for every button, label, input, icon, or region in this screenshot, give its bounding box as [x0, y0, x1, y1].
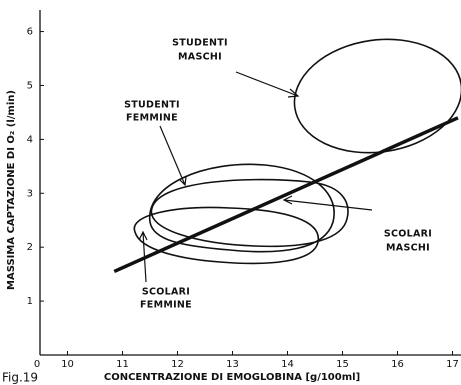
annotation: SCOLARI — [142, 287, 190, 298]
arrow — [159, 125, 187, 187]
y-tick-label: 1 — [27, 296, 33, 307]
x-origin-label: 0 — [34, 359, 40, 370]
x-tick-label: 14 — [281, 359, 294, 370]
annotation: MASCHI — [178, 52, 222, 63]
y-tick-label: 2 — [27, 242, 33, 253]
y-tick-label: 4 — [27, 134, 33, 145]
x-tick-label: 16 — [391, 359, 404, 370]
y-axis-title: MASSIMA CAPTAZIONE DI O₂ (l/min) — [6, 90, 17, 290]
group-loop — [133, 206, 320, 265]
y-tick-label: 6 — [27, 27, 33, 38]
annotation: MASCHI — [386, 243, 430, 254]
x-tick-label: 12 — [171, 359, 184, 370]
annotation: STUDENTI — [172, 38, 228, 49]
y-tick-label: 3 — [27, 188, 33, 199]
annotation: FEMMINE — [126, 113, 178, 124]
x-tick-label: 15 — [336, 359, 349, 370]
x-tick-label: 17 — [446, 359, 459, 370]
y-tick-label: 5 — [27, 80, 33, 91]
figure-label: Fig.19 — [2, 371, 38, 385]
x-tick-label: 13 — [226, 359, 239, 370]
annotation: FEMMINE — [140, 300, 192, 311]
x-axis-title: CONCENTRAZIONE DI EMOGLOBINA [g/100ml] — [104, 372, 360, 383]
regression-line — [113, 116, 459, 274]
annotation: SCOLARI — [384, 229, 432, 240]
annotation: STUDENTI — [124, 100, 180, 111]
group-loop — [150, 178, 349, 248]
x-tick-label: 11 — [116, 359, 129, 370]
group-loop — [149, 163, 335, 253]
arrow — [235, 71, 300, 98]
arrow — [282, 195, 373, 211]
x-tick-label: 10 — [61, 359, 74, 370]
group-loop — [293, 38, 461, 154]
